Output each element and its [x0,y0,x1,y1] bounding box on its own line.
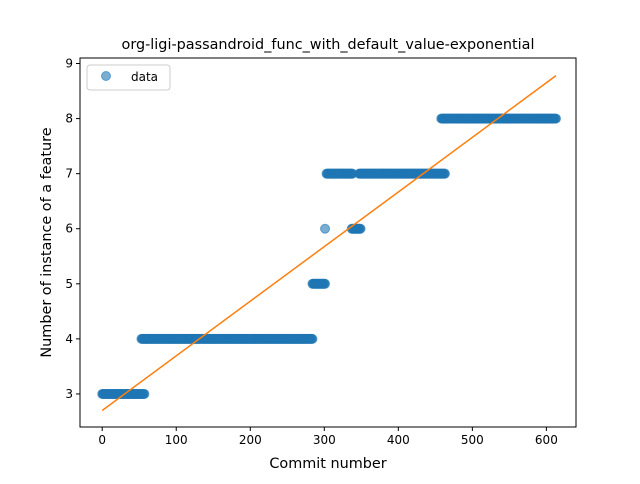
data-point [139,388,150,399]
y-tick-label: 8 [65,112,73,126]
x-tick-label: 500 [461,433,484,447]
legend-marker-data [101,71,111,81]
x-axis-ticks: 0 100 200 300 400 500 600 [98,427,558,447]
fit-line [101,75,557,412]
legend-label-data: data [131,70,158,84]
plot-frame [79,57,577,428]
x-tick-label: 600 [535,433,558,447]
plot-layer [97,75,562,412]
x-tick-label: 400 [387,433,410,447]
y-tick-label: 5 [65,277,73,291]
y-tick-label: 7 [65,167,73,181]
x-tick-label: 0 [98,433,106,447]
data-point [439,168,450,179]
data-point [307,333,318,344]
x-tick-label: 200 [239,433,262,447]
y-tick-label: 9 [65,57,73,71]
data-point [355,223,366,234]
data-point [320,223,331,234]
y-axis-ticks: 3 4 5 6 7 8 9 [65,57,80,401]
data-point [551,113,562,124]
data-point [320,278,331,289]
x-tick-label: 300 [313,433,336,447]
y-tick-label: 4 [65,332,73,346]
x-axis-label: Commit number [269,456,386,472]
x-tick-label: 100 [165,433,188,447]
legend-box [86,64,171,91]
y-tick-label: 6 [65,222,73,236]
y-tick-label: 3 [65,387,73,401]
legend: data [86,64,171,91]
chart-title: org-ligi-passandroid_func_with_default_v… [122,37,535,53]
y-axis-label: Number of instance of a feature [39,127,55,357]
